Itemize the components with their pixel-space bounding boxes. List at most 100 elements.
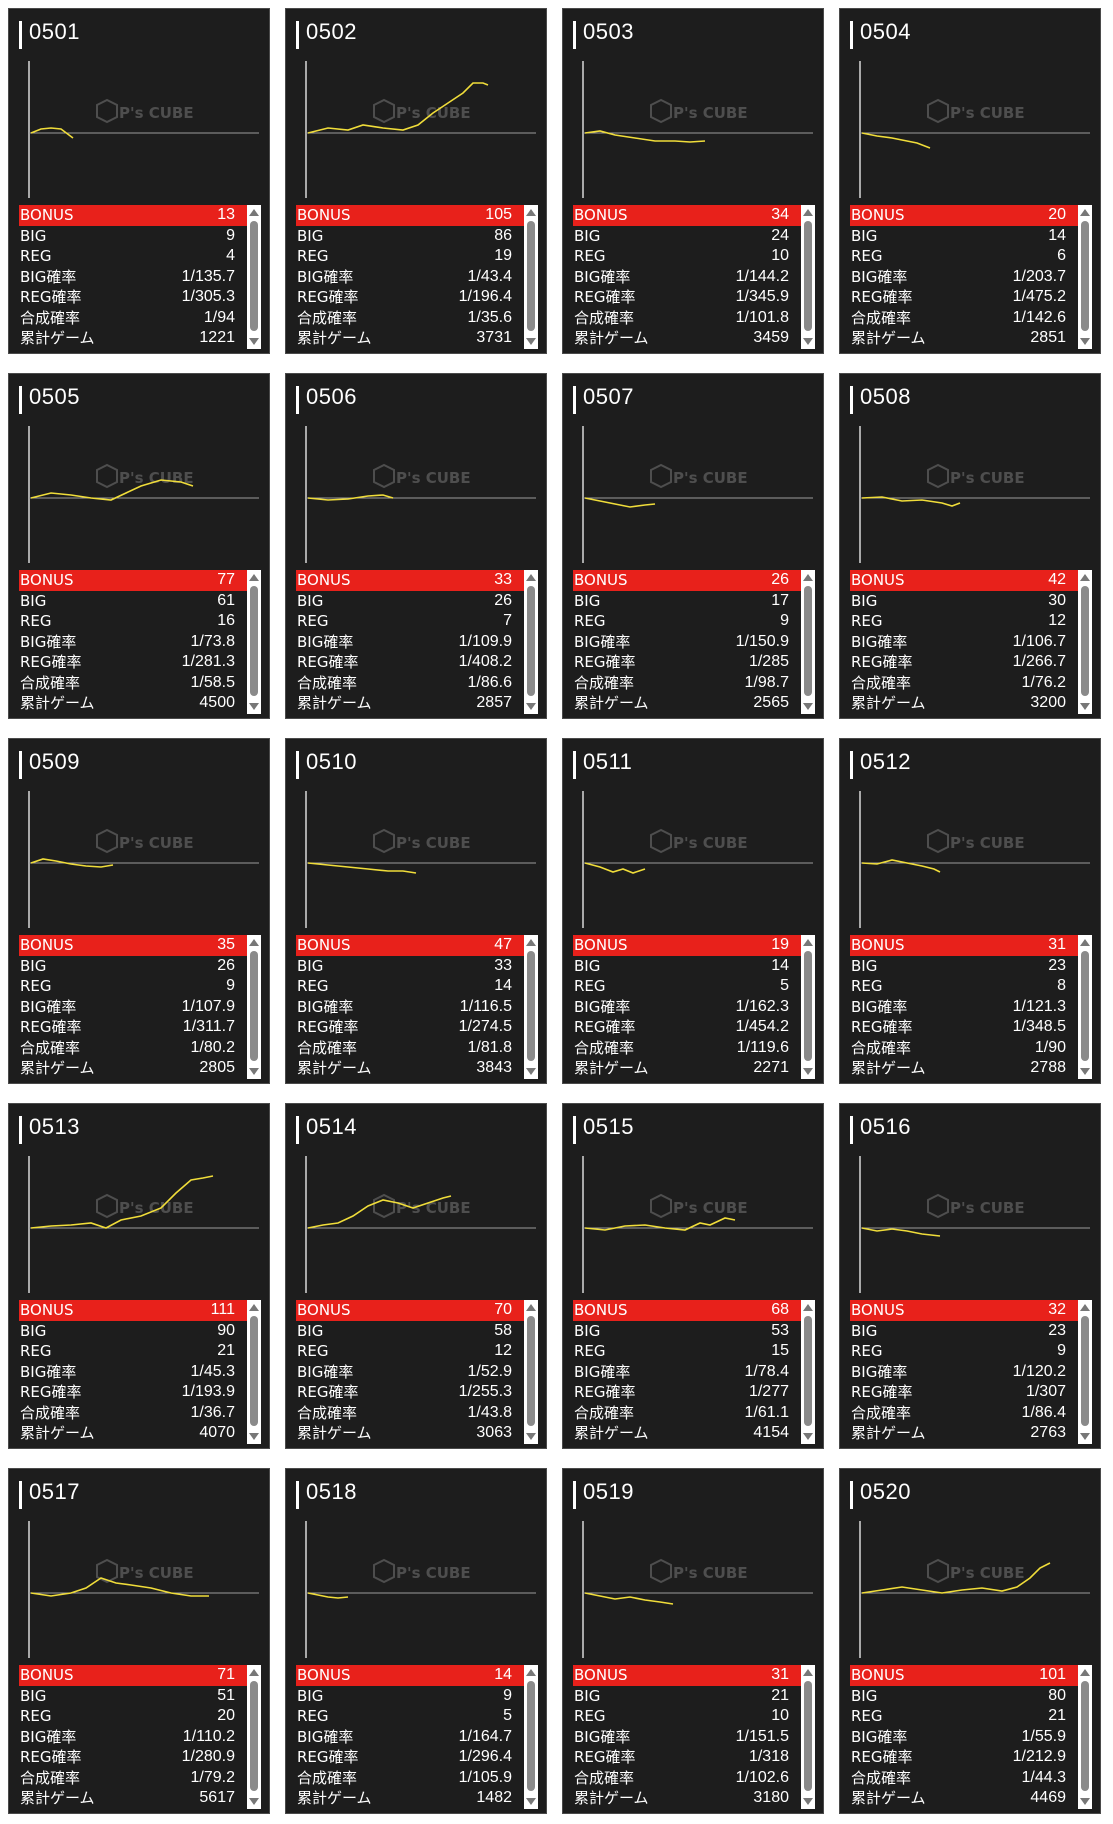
- stats-panel[interactable]: BONUS 42 BIG 30 REG 12 BIG確率 1/106.7 REG確率 1/266.…: [850, 570, 1092, 714]
- stats-scrollbar[interactable]: [524, 935, 538, 1079]
- stats-scrollbar[interactable]: [247, 1665, 261, 1809]
- machine-card[interactable]: 0509 P's CUBE BONUS 35 BIG 26 REG 9 BIG確率 1/107.9…: [8, 738, 270, 1084]
- stats-panel[interactable]: BONUS 71 BIG 51 REG 20 BIG確率 1/110.2 REG確率 1/280.…: [19, 1665, 261, 1809]
- machine-card[interactable]: 0512 P's CUBE BONUS 31 BIG 23 REG 8 BIG確率 1/121.3…: [839, 738, 1101, 1084]
- scroll-thumb[interactable]: [250, 1316, 258, 1426]
- scroll-up-icon[interactable]: [1080, 939, 1090, 946]
- scroll-thumb[interactable]: [804, 221, 812, 331]
- scroll-up-icon[interactable]: [249, 209, 259, 216]
- stats-panel[interactable]: BONUS 31 BIG 21 REG 10 BIG確率 1/151.5 REG確率 1/318 合…: [573, 1665, 815, 1809]
- stats-scrollbar[interactable]: [801, 205, 815, 349]
- machine-card[interactable]: 0507 P's CUBE BONUS 26 BIG 17 REG 9 BIG確率 1/150.9…: [562, 373, 824, 719]
- stats-panel[interactable]: BONUS 14 BIG 9 REG 5 BIG確率 1/164.7 REG確率 1/296.4 合…: [296, 1665, 538, 1809]
- scroll-thumb[interactable]: [527, 586, 535, 696]
- stats-panel[interactable]: BONUS 13 BIG 9 REG 4 BIG確率 1/135.7 REG確率 1/305.3 合…: [19, 205, 261, 349]
- scroll-up-icon[interactable]: [249, 574, 259, 581]
- scroll-up-icon[interactable]: [1080, 209, 1090, 216]
- scroll-up-icon[interactable]: [526, 1669, 536, 1676]
- machine-card[interactable]: 0514 P's CUBE BONUS 70 BIG 58 REG 12 BIG確率 1/52.9…: [285, 1103, 547, 1449]
- machine-card[interactable]: 0520 P's CUBE BONUS 101 BIG 80 REG 21 BIG確率 1/55.…: [839, 1468, 1101, 1814]
- stats-scrollbar[interactable]: [247, 205, 261, 349]
- scroll-thumb[interactable]: [1081, 951, 1089, 1061]
- stats-scrollbar[interactable]: [247, 570, 261, 714]
- machine-card[interactable]: 0504 P's CUBE BONUS 20 BIG 14 REG 6 BIG確率 1/203.7…: [839, 8, 1101, 354]
- scroll-thumb[interactable]: [250, 586, 258, 696]
- stats-panel[interactable]: BONUS 77 BIG 61 REG 16 BIG確率 1/73.8 REG確率 1/281.3…: [19, 570, 261, 714]
- stats-panel[interactable]: BONUS 26 BIG 17 REG 9 BIG確率 1/150.9 REG確率 1/285 合成…: [573, 570, 815, 714]
- scroll-up-icon[interactable]: [803, 574, 813, 581]
- stats-scrollbar[interactable]: [1078, 1300, 1092, 1444]
- scroll-down-icon[interactable]: [526, 1798, 536, 1805]
- stats-scrollbar[interactable]: [1078, 570, 1092, 714]
- scroll-up-icon[interactable]: [803, 209, 813, 216]
- scroll-up-icon[interactable]: [803, 1304, 813, 1311]
- scroll-up-icon[interactable]: [526, 939, 536, 946]
- stats-panel[interactable]: BONUS 35 BIG 26 REG 9 BIG確率 1/107.9 REG確率 1/311.7…: [19, 935, 261, 1079]
- stats-panel[interactable]: BONUS 111 BIG 90 REG 21 BIG確率 1/45.3 REG確率 1/193.…: [19, 1300, 261, 1444]
- scroll-down-icon[interactable]: [249, 338, 259, 345]
- scroll-down-icon[interactable]: [1080, 1433, 1090, 1440]
- stats-panel[interactable]: BONUS 47 BIG 33 REG 14 BIG確率 1/116.5 REG確率 1/274.…: [296, 935, 538, 1079]
- stats-scrollbar[interactable]: [1078, 205, 1092, 349]
- scroll-down-icon[interactable]: [803, 703, 813, 710]
- stats-scrollbar[interactable]: [801, 1665, 815, 1809]
- stats-panel[interactable]: BONUS 31 BIG 23 REG 8 BIG確率 1/121.3 REG確率 1/348.5…: [850, 935, 1092, 1079]
- stats-scrollbar[interactable]: [247, 935, 261, 1079]
- scroll-down-icon[interactable]: [249, 703, 259, 710]
- machine-card[interactable]: 0511 P's CUBE BONUS 19 BIG 14 REG 5 BIG確率 1/162.3…: [562, 738, 824, 1084]
- stats-scrollbar[interactable]: [801, 570, 815, 714]
- scroll-thumb[interactable]: [527, 951, 535, 1061]
- machine-card[interactable]: 0515 P's CUBE BONUS 68 BIG 53 REG 15 BIG確率 1/78.4…: [562, 1103, 824, 1449]
- scroll-up-icon[interactable]: [526, 1304, 536, 1311]
- scroll-down-icon[interactable]: [526, 703, 536, 710]
- scroll-down-icon[interactable]: [526, 1433, 536, 1440]
- scroll-down-icon[interactable]: [249, 1433, 259, 1440]
- machine-card[interactable]: 0506 P's CUBE BONUS 33 BIG 26 REG 7 BIG確率 1/109.9…: [285, 373, 547, 719]
- scroll-thumb[interactable]: [804, 586, 812, 696]
- scroll-thumb[interactable]: [527, 1316, 535, 1426]
- stats-scrollbar[interactable]: [524, 1665, 538, 1809]
- stats-panel[interactable]: BONUS 34 BIG 24 REG 10 BIG確率 1/144.2 REG確率 1/345.…: [573, 205, 815, 349]
- machine-card[interactable]: 0510 P's CUBE BONUS 47 BIG 33 REG 14 BIG確率 1/116.…: [285, 738, 547, 1084]
- scroll-thumb[interactable]: [804, 1316, 812, 1426]
- scroll-thumb[interactable]: [527, 221, 535, 331]
- stats-scrollbar[interactable]: [801, 935, 815, 1079]
- scroll-up-icon[interactable]: [803, 1669, 813, 1676]
- scroll-down-icon[interactable]: [1080, 1068, 1090, 1075]
- scroll-down-icon[interactable]: [803, 1068, 813, 1075]
- machine-card[interactable]: 0503 P's CUBE BONUS 34 BIG 24 REG 10 BIG確率 1/144.…: [562, 8, 824, 354]
- scroll-down-icon[interactable]: [526, 1068, 536, 1075]
- scroll-thumb[interactable]: [1081, 1681, 1089, 1791]
- scroll-down-icon[interactable]: [1080, 703, 1090, 710]
- scroll-thumb[interactable]: [250, 221, 258, 331]
- scroll-up-icon[interactable]: [249, 1669, 259, 1676]
- machine-card[interactable]: 0516 P's CUBE BONUS 32 BIG 23 REG 9 BIG確率 1/120.2…: [839, 1103, 1101, 1449]
- stats-panel[interactable]: BONUS 101 BIG 80 REG 21 BIG確率 1/55.9 REG確率 1/212.…: [850, 1665, 1092, 1809]
- stats-scrollbar[interactable]: [247, 1300, 261, 1444]
- scroll-down-icon[interactable]: [526, 338, 536, 345]
- scroll-down-icon[interactable]: [803, 1798, 813, 1805]
- scroll-up-icon[interactable]: [249, 939, 259, 946]
- scroll-up-icon[interactable]: [803, 939, 813, 946]
- machine-card[interactable]: 0518 P's CUBE BONUS 14 BIG 9 REG 5 BIG確率 1/164.7 R…: [285, 1468, 547, 1814]
- scroll-up-icon[interactable]: [1080, 1669, 1090, 1676]
- scroll-thumb[interactable]: [527, 1681, 535, 1791]
- stats-scrollbar[interactable]: [1078, 935, 1092, 1079]
- stats-scrollbar[interactable]: [801, 1300, 815, 1444]
- stats-panel[interactable]: BONUS 20 BIG 14 REG 6 BIG確率 1/203.7 REG確率 1/475.2…: [850, 205, 1092, 349]
- stats-panel[interactable]: BONUS 70 BIG 58 REG 12 BIG確率 1/52.9 REG確率 1/255.3…: [296, 1300, 538, 1444]
- scroll-up-icon[interactable]: [249, 1304, 259, 1311]
- scroll-down-icon[interactable]: [1080, 338, 1090, 345]
- machine-card[interactable]: 0501 P's CUBE BONUS 13 BIG 9 REG 4 BIG確率 1/135.7 R…: [8, 8, 270, 354]
- scroll-thumb[interactable]: [1081, 1316, 1089, 1426]
- machine-card[interactable]: 0502 P's CUBE BONUS 105 BIG 86 REG 19 BIG確率 1/43.…: [285, 8, 547, 354]
- stats-scrollbar[interactable]: [524, 1300, 538, 1444]
- scroll-thumb[interactable]: [804, 1681, 812, 1791]
- scroll-up-icon[interactable]: [1080, 574, 1090, 581]
- stats-panel[interactable]: BONUS 32 BIG 23 REG 9 BIG確率 1/120.2 REG確率 1/307 合成…: [850, 1300, 1092, 1444]
- stats-panel[interactable]: BONUS 105 BIG 86 REG 19 BIG確率 1/43.4 REG確率 1/196.…: [296, 205, 538, 349]
- scroll-thumb[interactable]: [1081, 586, 1089, 696]
- scroll-thumb[interactable]: [250, 1681, 258, 1791]
- scroll-up-icon[interactable]: [526, 574, 536, 581]
- scroll-thumb[interactable]: [250, 951, 258, 1061]
